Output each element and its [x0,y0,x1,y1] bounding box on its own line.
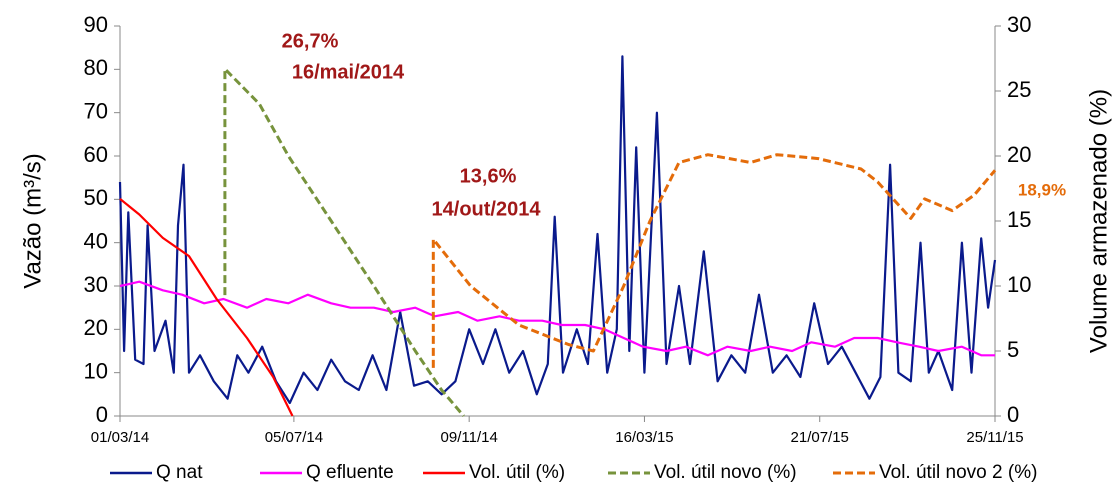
series-line [223,67,465,417]
x-tick-label: 25/11/15 [966,429,1023,446]
y-tick-label: 30 [84,272,108,297]
y2-axis-label: Volume armazenado (%) [1085,89,1112,353]
series-line [119,280,995,357]
y-tick-label: 20 [84,315,108,340]
y-tick-label: 40 [84,228,108,253]
y-tick-label: 80 [84,55,108,80]
annotation: 14/out/2014 [432,198,542,220]
y2-tick-label: 20 [1007,142,1031,167]
annotation: 13,6% [460,165,517,187]
x-tick-label: 21/07/15 [791,429,849,446]
x-tick-label: 05/07/14 [265,429,323,446]
y2-tick-label: 5 [1007,337,1019,362]
y2-tick-label: 10 [1007,272,1031,297]
y2-tick-label: 30 [1007,12,1031,37]
legend-label: Vol. útil novo (%) [654,462,797,483]
annotation: 16/mai/2014 [292,61,405,83]
annotation: 18,9% [1018,180,1066,199]
y-tick-label: 10 [84,358,108,383]
y-tick-label: 50 [84,185,108,210]
y2-tick-label: 25 [1007,77,1031,102]
x-tick-label: 16/03/15 [615,429,673,446]
legend-label: Vol. útil (%) [469,462,565,483]
legend-label: Q nat [156,462,203,483]
annotation: 26,7% [282,30,339,52]
y-tick-label: 0 [96,402,108,427]
y-axis-label: Vazão (m³/s) [19,153,46,289]
legend-label: Q efluente [306,462,394,483]
y2-tick-label: 15 [1007,207,1031,232]
y-tick-label: 70 [84,98,108,123]
y2-tick-label: 0 [1007,402,1019,427]
series-line [119,198,294,417]
legend-label: Vol. útil novo 2 (%) [879,462,1037,483]
x-tick-label: 09/11/14 [441,429,498,446]
series-line [431,153,997,368]
y-tick-label: 60 [84,142,108,167]
x-tick-label: 01/03/14 [91,429,149,446]
y-tick-label: 90 [84,12,108,37]
series-line [118,55,997,405]
